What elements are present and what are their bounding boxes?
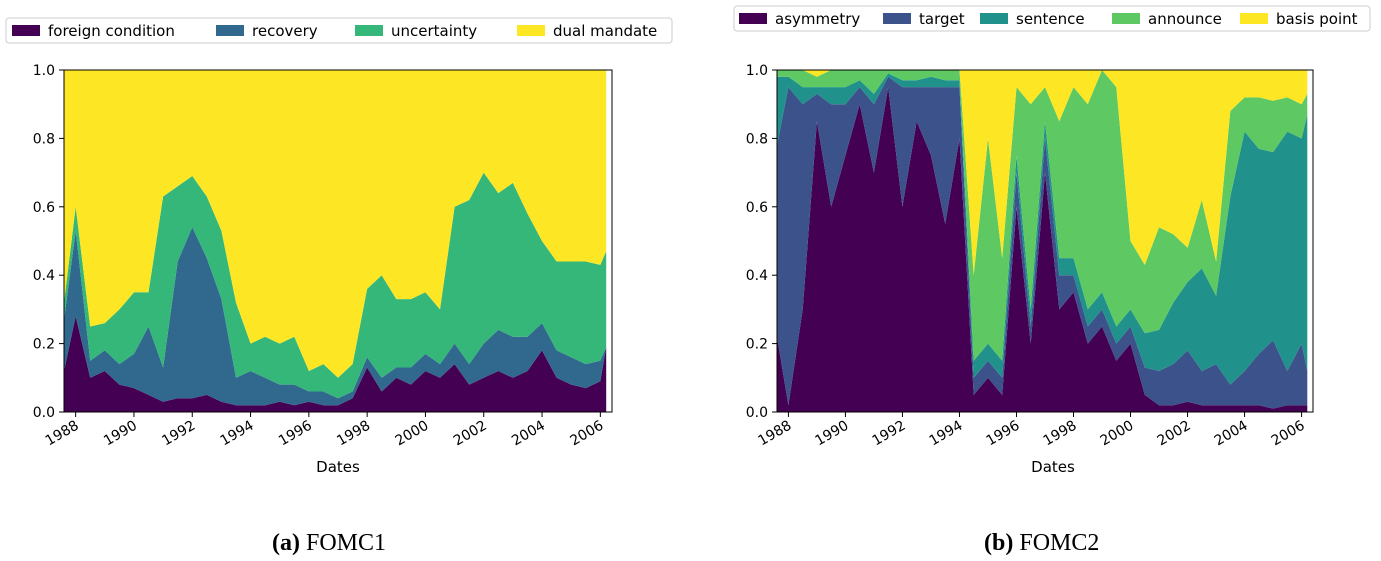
y-tick-label: 1.0 (746, 63, 768, 79)
legend-item-label: asymmetry (775, 10, 860, 28)
legend-swatch (1240, 13, 1268, 24)
plot-frame (776, 69, 1314, 413)
legend-item-label: uncertainty (391, 22, 477, 40)
y-tick-label: 0.6 (33, 200, 55, 216)
legend: asymmetry target sentence announce basis poi… (733, 5, 1371, 32)
legend-swatch (1112, 13, 1140, 24)
area-series-announce (777, 70, 1308, 361)
legend-item-label: announce (1148, 10, 1222, 28)
legend-item-label: recovery (252, 22, 318, 40)
legend-swatch (883, 13, 911, 24)
x-axis-label: Dates (316, 458, 360, 476)
x-tick-label: 2004 (1212, 418, 1251, 450)
caption-b-label: (b) (984, 530, 1014, 556)
area-series-foreign-condition (64, 316, 607, 412)
x-tick-label: 1994 (927, 418, 966, 450)
chart-panel-fomc1: 0.0 0.2 0.4 0.6 0.8 1.0 1988 1990 1992 1994 1996 19… (5, 17, 673, 476)
area-series-dual-mandate (64, 70, 607, 378)
legend-box (733, 5, 1371, 32)
y-tick-label: 0.2 (746, 337, 768, 353)
x-tick-label: 1998 (334, 418, 373, 450)
x-tick-label: 2000 (393, 418, 432, 450)
legend-swatch (739, 13, 767, 24)
x-tick-label: 1994 (218, 418, 257, 450)
caption-b: (b) FOMC2 (984, 530, 1099, 557)
caption-a: (a) FOMC1 (272, 530, 386, 557)
legend-swatch (980, 13, 1008, 24)
legend-item-label: foreign condition (48, 22, 175, 40)
x-tick-label: 2002 (451, 418, 490, 450)
legend-box (5, 17, 673, 44)
legend-item-label: basis point (1276, 10, 1358, 28)
area-series-uncertainty (64, 172, 607, 399)
y-tick-label: 0.4 (746, 268, 768, 284)
legend-item-label: sentence (1016, 10, 1085, 28)
y-tick-label: 0.0 (746, 405, 768, 421)
x-tick-label: 1992 (870, 418, 909, 450)
area-series-recovery (64, 227, 607, 406)
legend-swatch (355, 25, 383, 36)
caption-b-text: FOMC2 (1019, 530, 1100, 556)
y-tick-label: 0.8 (33, 131, 55, 147)
y-tick-label: 0.6 (746, 200, 768, 216)
x-tick-label: 1990 (101, 418, 140, 450)
x-tick-label: 1998 (1041, 418, 1080, 450)
legend-swatch (12, 25, 40, 36)
x-tick-label: 2000 (1098, 418, 1137, 450)
legend-swatch (517, 25, 545, 36)
legend-item-label: dual mandate (553, 22, 657, 40)
legend-item-label: target (919, 10, 965, 28)
caption-a-text: FOMC1 (305, 530, 387, 556)
x-tick-label: 1996 (276, 418, 315, 450)
y-tick-label: 1.0 (33, 63, 55, 79)
plot-frame (63, 69, 613, 413)
x-tick-label: 1992 (159, 418, 198, 450)
area-series-sentence (777, 73, 1308, 385)
x-axis-label: Dates (1031, 458, 1075, 476)
area-series-basis-point (777, 70, 1308, 276)
caption-a-label: (a) (272, 530, 300, 556)
chart-panel-fomc2: 0.0 0.2 0.4 0.6 0.8 1.0 1988 1990 1992 1994 1996 19… (733, 5, 1371, 476)
y-tick-label: 0.0 (33, 405, 55, 421)
x-tick-label: 1990 (813, 418, 852, 450)
y-tick-label: 0.8 (746, 131, 768, 147)
x-tick-label: 2006 (567, 418, 606, 450)
area-series-asymmetry (777, 87, 1308, 412)
x-tick-label: 2006 (1269, 418, 1308, 450)
y-tick-label: 0.4 (33, 268, 55, 284)
x-tick-label: 2004 (509, 418, 548, 450)
x-tick-label: 2002 (1155, 418, 1194, 450)
x-tick-label: 1988 (43, 418, 82, 450)
legend-swatch (216, 25, 244, 36)
x-tick-label: 1988 (756, 418, 795, 450)
x-tick-label: 1996 (984, 418, 1023, 450)
legend: foreign condition recovery uncertainty dual… (5, 17, 673, 44)
y-tick-label: 0.2 (33, 337, 55, 353)
area-series-target (777, 76, 1308, 409)
